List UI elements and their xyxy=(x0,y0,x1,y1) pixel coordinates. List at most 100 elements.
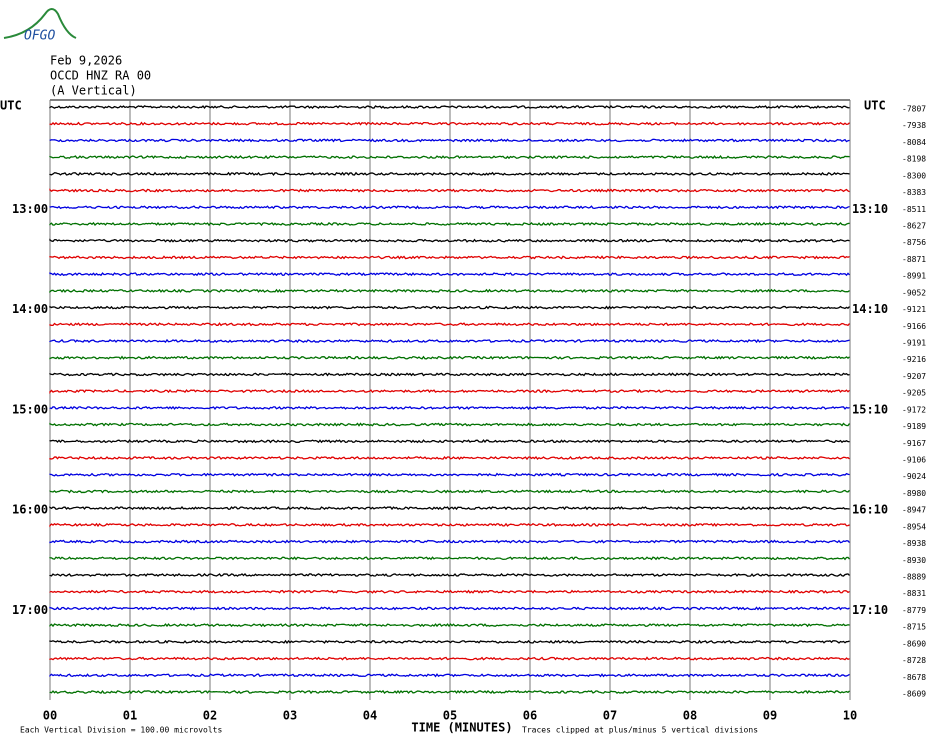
trace xyxy=(49,405,850,410)
row-value-label: -7938 xyxy=(902,121,926,130)
row-value-label: -8831 xyxy=(902,589,926,598)
trace xyxy=(49,305,850,310)
left-time-label: 15:00 xyxy=(12,402,48,416)
trace xyxy=(49,589,850,594)
row-value-label: -9106 xyxy=(902,456,926,465)
row-value-label: -8779 xyxy=(902,606,926,615)
row-value-label: -8980 xyxy=(902,489,926,498)
x-tick-label: 05 xyxy=(443,709,457,723)
row-value-label: -9167 xyxy=(902,439,926,448)
trace xyxy=(49,138,850,143)
row-value-label: -8084 xyxy=(902,138,926,147)
trace xyxy=(49,188,850,193)
trace xyxy=(49,689,850,695)
row-value-label: -9172 xyxy=(902,405,926,414)
x-tick-label: 10 xyxy=(843,709,857,723)
row-value-label: -8383 xyxy=(902,188,926,197)
row-value-label: -8947 xyxy=(902,506,926,515)
row-value-label: -8889 xyxy=(902,573,926,582)
right-time-label: 14:10 xyxy=(852,302,888,316)
trace xyxy=(49,623,850,628)
trace xyxy=(49,572,850,578)
trace xyxy=(49,338,850,344)
row-value-label: -8198 xyxy=(902,155,926,164)
row-value-label: -9052 xyxy=(902,288,926,297)
trace xyxy=(49,539,850,544)
left-time-label: 16:00 xyxy=(12,503,48,517)
trace xyxy=(49,439,850,444)
trace xyxy=(49,288,850,294)
trace xyxy=(49,105,850,110)
row-value-label: -8678 xyxy=(902,673,926,682)
x-tick-label: 02 xyxy=(203,709,217,723)
right-time-label: 13:10 xyxy=(852,202,888,216)
left-time-label: 14:00 xyxy=(12,302,48,316)
row-value-label: -7807 xyxy=(902,105,926,114)
trace xyxy=(49,221,850,227)
right-axis-label: UTC xyxy=(864,99,886,113)
trace xyxy=(49,355,850,360)
trace xyxy=(49,255,850,260)
trace xyxy=(49,322,851,327)
trace xyxy=(49,522,850,528)
row-value-label: -9191 xyxy=(902,339,926,348)
trace xyxy=(49,656,850,661)
x-tick-label: 01 xyxy=(123,709,137,723)
trace xyxy=(49,472,850,477)
trace xyxy=(49,506,850,511)
row-value-label: -8715 xyxy=(902,623,926,632)
x-tick-label: 07 xyxy=(603,709,617,723)
trace xyxy=(49,121,850,126)
logo-text: OFGO xyxy=(24,29,55,44)
row-value-label: -9189 xyxy=(902,422,926,431)
trace xyxy=(49,606,850,611)
scale-note: Each Vertical Division = 100.00 microvol… xyxy=(20,726,222,735)
row-value-label: -9207 xyxy=(902,372,926,381)
x-tick-label: 00 xyxy=(43,709,57,723)
trace xyxy=(49,489,850,494)
trace xyxy=(49,372,850,377)
trace xyxy=(49,556,850,561)
trace xyxy=(49,171,850,177)
row-value-label: -8300 xyxy=(902,171,926,180)
trace xyxy=(49,238,850,243)
left-time-label: 13:00 xyxy=(12,202,48,216)
date: Feb 9,2026 xyxy=(50,54,122,68)
row-value-label: -9216 xyxy=(902,355,926,364)
row-value-label: -8871 xyxy=(902,255,926,264)
row-value-label: -8954 xyxy=(902,522,926,531)
trace xyxy=(49,205,850,210)
right-time-label: 15:10 xyxy=(852,402,888,416)
x-axis-label: TIME (MINUTES) xyxy=(411,721,512,735)
row-value-label: -8991 xyxy=(902,272,926,281)
right-time-label: 17:10 xyxy=(852,603,888,617)
row-value-label: -8930 xyxy=(902,556,926,565)
x-tick-label: 06 xyxy=(523,709,537,723)
x-tick-label: 03 xyxy=(283,709,297,723)
component: (A Vertical) xyxy=(50,84,137,98)
row-value-label: -9205 xyxy=(902,389,926,398)
row-value-label: -8511 xyxy=(902,205,926,214)
row-value-label: -8627 xyxy=(902,222,926,231)
trace xyxy=(49,673,850,678)
row-value-label: -8756 xyxy=(902,238,926,247)
trace xyxy=(49,272,850,277)
trace xyxy=(49,455,850,461)
row-value-label: -8690 xyxy=(902,639,926,648)
clip-note: Traces clipped at plus/minus 5 vertical … xyxy=(522,726,758,735)
trace xyxy=(49,155,850,160)
right-time-label: 16:10 xyxy=(852,503,888,517)
station: OCCD HNZ RA 00 xyxy=(50,69,151,83)
row-value-label: -9166 xyxy=(902,322,926,331)
row-value-label: -8938 xyxy=(902,539,926,548)
x-tick-label: 09 xyxy=(763,709,777,723)
logo-mark xyxy=(3,8,77,39)
trace xyxy=(49,388,850,394)
left-time-label: 17:00 xyxy=(12,603,48,617)
trace xyxy=(49,422,851,427)
row-value-label: -9024 xyxy=(902,472,926,481)
row-value-label: -9121 xyxy=(902,305,926,314)
row-value-label: -8609 xyxy=(902,690,926,699)
trace xyxy=(49,639,850,644)
